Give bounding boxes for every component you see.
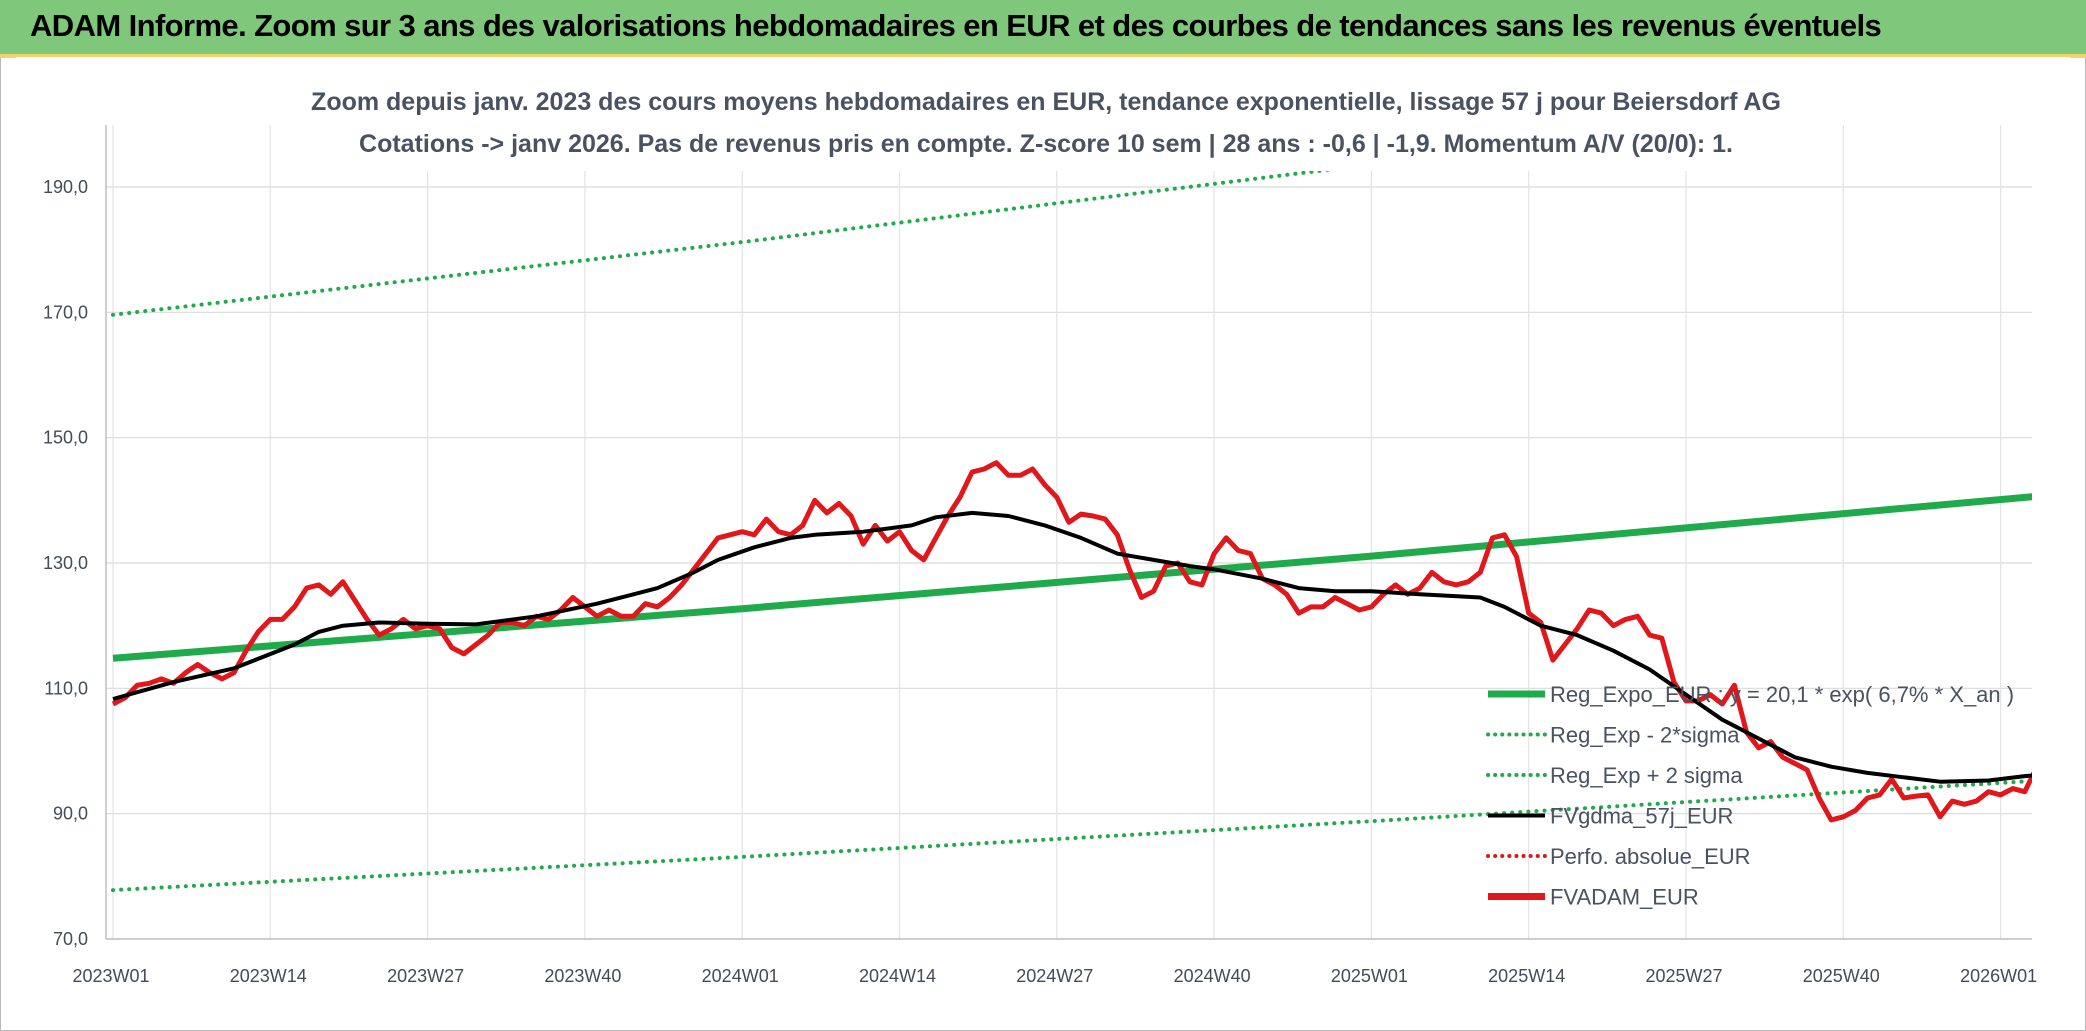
series-lines <box>111 125 2032 893</box>
legend-label: Perfo. absolue_EUR <box>1550 844 1751 869</box>
x-tick-label: 2025W01 <box>1331 966 1408 986</box>
chart-subtitle: Zoom depuis janv. 2023 des cours moyens … <box>311 79 1781 171</box>
y-tick-label: 130,0 <box>43 553 88 573</box>
legend-label: FVADAM_EUR <box>1550 885 1699 910</box>
x-tick-label: 2024W01 <box>702 966 779 986</box>
legend-label: Reg_Exp + 2 sigma <box>1550 763 1743 788</box>
series-reg-plus-2sigma <box>111 125 1684 317</box>
x-tick-label: 2024W40 <box>1174 966 1251 986</box>
chart-legend: Reg_Expo_EUR ; y = 20,1 * exp( 6,7% * X_… <box>1486 682 2014 910</box>
y-tick-label: 90,0 <box>53 804 88 824</box>
report-title: ADAM Informe. Zoom sur 3 ans des valoris… <box>30 8 1882 43</box>
y-tick-label: 70,0 <box>53 929 88 949</box>
legend-label: Reg_Exp - 2*sigma <box>1550 723 1740 748</box>
x-tick-label: 2023W40 <box>544 966 621 986</box>
x-tick-label: 2024W27 <box>1016 966 1093 986</box>
x-tick-label: 2023W14 <box>230 966 307 986</box>
header-accent-left <box>0 54 16 58</box>
y-tick-label: 190,0 <box>43 177 88 197</box>
report-header: ADAM Informe. Zoom sur 3 ans des valoris… <box>0 0 2086 57</box>
x-tick-label: 2025W40 <box>1803 966 1880 986</box>
series-fvgdma-57j <box>112 510 2032 784</box>
x-tick-label: 2025W27 <box>1645 966 1722 986</box>
subtitle-line-1: Zoom depuis janv. 2023 des cours moyens … <box>311 88 1781 116</box>
y-tick-label: 170,0 <box>43 302 88 322</box>
x-tick-label: 2025W14 <box>1488 966 1565 986</box>
subtitle-line-2: Cotations -> janv 2026. Pas de revenus p… <box>359 130 1733 158</box>
y-tick-label: 110,0 <box>44 678 88 698</box>
y-tick-label: 150,0 <box>43 428 88 448</box>
legend-label: FVgdma_57j_EUR <box>1550 804 1733 829</box>
series-fvadam <box>111 460 2032 823</box>
series-reg-expo <box>112 493 2032 662</box>
header-accent-right <box>2070 54 2086 58</box>
series-reg-minus-2sigma <box>111 778 2032 893</box>
x-tick-label: 2023W01 <box>72 966 149 986</box>
subtitle-background <box>350 79 1750 171</box>
x-tick-label: 2026W01 <box>1960 966 2037 986</box>
axes: 70,0 90,0 110,0 130,0 150,0 170,0 190,0 2023W01… <box>43 125 2037 986</box>
legend-label: Reg_Expo_EUR ; y = 20,1 * exp( 6,7% * X_… <box>1550 682 2014 707</box>
x-tick-label: 2023W27 <box>387 966 464 986</box>
x-tick-label: 2024W14 <box>859 966 936 986</box>
